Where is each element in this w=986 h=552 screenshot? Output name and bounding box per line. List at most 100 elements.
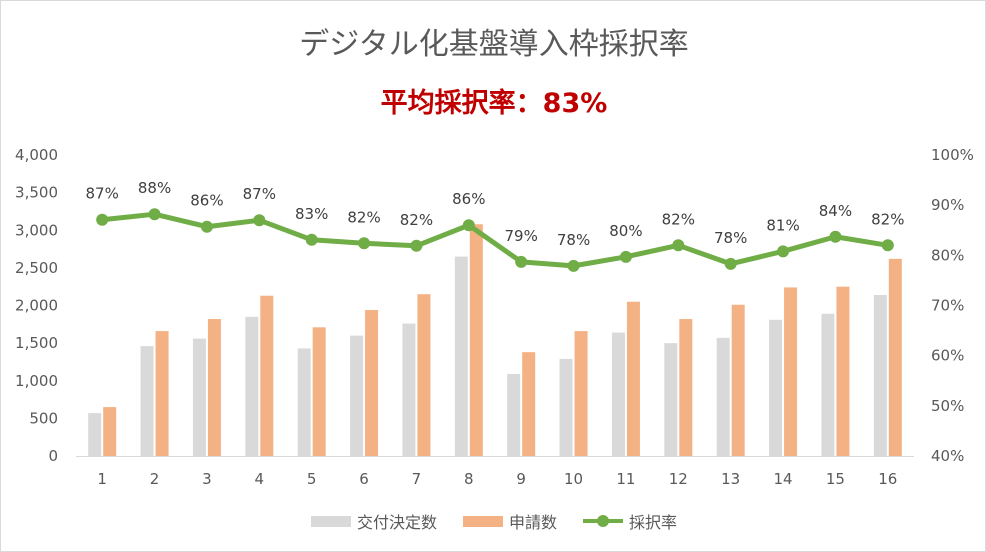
bar-approved	[873, 294, 887, 456]
rate-point	[410, 239, 423, 252]
legend-item-rate: 採択率	[583, 509, 677, 533]
bar-approved	[454, 256, 468, 456]
rate-data-label: 86%	[452, 190, 485, 208]
legend: 交付決定数 申請数 採択率	[1, 509, 985, 533]
rate-data-label: 88%	[138, 179, 171, 197]
x-tick-label: 15	[826, 470, 845, 488]
y-right-tick-label: 40%	[931, 447, 964, 465]
y-right-tick-label: 50%	[931, 397, 964, 415]
legend-item-approved: 交付決定数	[310, 509, 437, 533]
y-left-tick-label: 3,000	[15, 221, 58, 239]
bar-applications	[469, 224, 483, 456]
rate-data-label: 78%	[557, 231, 590, 249]
rate-data-label: 87%	[243, 185, 276, 203]
y-left-tick-label: 2,500	[15, 259, 58, 277]
rate-point	[148, 208, 161, 221]
chart-title: デジタル化基盤導入枠採択率	[299, 27, 689, 62]
x-tick-label: 5	[307, 470, 317, 488]
x-tick-label: 8	[464, 470, 474, 488]
y-left-tick-label: 2,000	[15, 297, 58, 315]
y-right-tick-label: 70%	[931, 297, 964, 315]
x-tick-label: 4	[255, 470, 265, 488]
rate-point	[724, 257, 737, 270]
y-left-tick-label: 1,500	[15, 334, 58, 352]
legend-label-rate: 採択率	[629, 513, 678, 532]
bar-applications	[207, 319, 221, 456]
rate-data-label: 82%	[871, 210, 904, 228]
legend-swatch-rate	[583, 515, 623, 527]
bar-applications	[103, 407, 117, 456]
rate-point	[829, 230, 842, 243]
y-right-tick-label: 90%	[931, 196, 964, 214]
rate-point	[253, 214, 266, 227]
bar-applications	[522, 352, 536, 456]
rate-point	[881, 239, 894, 252]
x-tick-label: 2	[150, 470, 160, 488]
bar-approved	[821, 313, 835, 456]
bar-applications	[888, 258, 902, 456]
legend-swatch-applications	[462, 515, 503, 527]
bar-approved	[664, 343, 678, 456]
y-right-tick-label: 80%	[931, 246, 964, 264]
rate-data-label: 81%	[766, 216, 799, 234]
rate-point	[305, 233, 318, 246]
bar-approved	[769, 319, 783, 456]
x-tick-label: 12	[669, 470, 688, 488]
bar-approved	[507, 373, 521, 456]
rate-point	[777, 245, 790, 258]
bar-approved	[611, 332, 625, 456]
bar-applications	[679, 319, 693, 456]
rate-data-label: 82%	[347, 208, 380, 226]
bar-applications	[626, 301, 640, 456]
x-tick-label: 6	[359, 470, 369, 488]
rate-point	[200, 220, 213, 233]
bar-applications	[574, 331, 588, 456]
y-left-tick-label: 4,000	[15, 146, 58, 164]
rate-data-label: 84%	[819, 202, 852, 220]
bar-applications	[836, 286, 850, 456]
y-left-tick-label: 1,000	[15, 372, 58, 390]
bar-applications	[260, 295, 274, 456]
rate-point	[358, 237, 371, 250]
y-right-tick-label: 60%	[931, 347, 964, 365]
x-tick-label: 1	[97, 470, 107, 488]
y-right-tick-label: 100%	[931, 146, 974, 164]
rate-point	[462, 219, 475, 232]
y-left-tick-label: 500	[29, 409, 58, 427]
chart-subtitle: 平均採択率：83%	[380, 88, 608, 119]
legend-label-applications: 申請数	[508, 513, 557, 532]
rate-point	[96, 213, 109, 226]
rate-data-label: 83%	[295, 205, 328, 223]
rate-data-label: 87%	[86, 185, 119, 203]
x-tick-label: 9	[516, 470, 526, 488]
y-left-tick-label: 0	[48, 447, 58, 465]
rate-data-label: 80%	[609, 222, 642, 240]
rate-data-label: 79%	[505, 227, 538, 245]
rate-data-label: 82%	[662, 210, 695, 228]
rate-data-label: 86%	[190, 192, 223, 210]
bar-approved	[716, 337, 730, 456]
rate-data-label: 82%	[400, 211, 433, 229]
bar-approved	[192, 338, 206, 456]
x-tick-label: 14	[774, 470, 793, 488]
x-tick-label: 13	[721, 470, 740, 488]
rate-data-label: 78%	[714, 229, 747, 247]
bar-applications	[784, 287, 798, 456]
x-tick-label: 3	[202, 470, 212, 488]
x-tick-label: 10	[564, 470, 583, 488]
y-left-tick-label: 3,500	[15, 184, 58, 202]
rate-point	[567, 259, 580, 272]
x-tick-label: 16	[878, 470, 897, 488]
legend-item-applications: 申請数	[462, 509, 557, 533]
rate-point	[515, 255, 528, 268]
legend-label-approved: 交付決定数	[356, 513, 437, 532]
x-tick-label: 11	[616, 470, 635, 488]
rate-point	[619, 250, 632, 263]
bar-applications	[155, 331, 169, 456]
rate-point	[672, 239, 685, 252]
bar-applications	[731, 304, 745, 456]
legend-swatch-approved	[310, 515, 351, 527]
bar-applications	[312, 327, 326, 456]
bar-approved	[140, 346, 154, 456]
